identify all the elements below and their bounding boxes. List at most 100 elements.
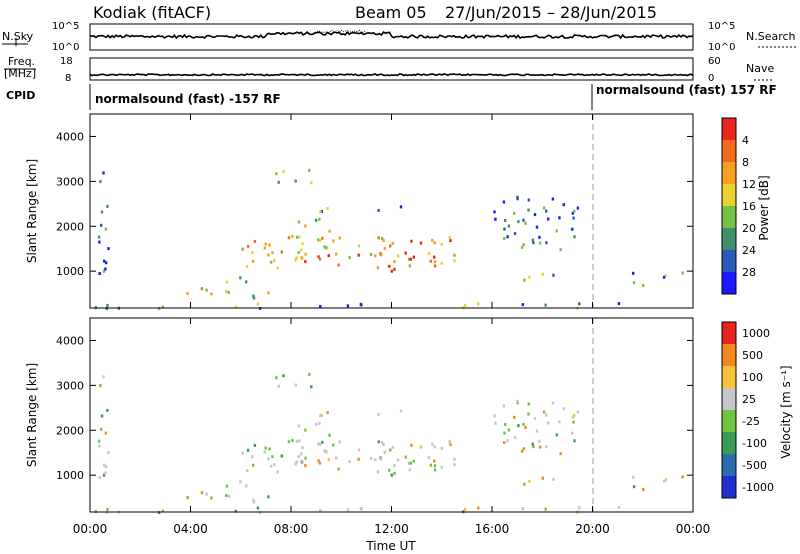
scatter-cell [268, 447, 271, 451]
colorbar-segment [722, 388, 736, 410]
scatter-cell [427, 456, 431, 460]
scatter-cell [98, 272, 101, 275]
scatter-cell [408, 461, 411, 465]
scatter-cell [390, 473, 393, 477]
freq-tick-top: 18 [60, 56, 73, 67]
scatter-cell [419, 445, 423, 449]
scatter-cell [268, 243, 271, 247]
scatter-cell [104, 471, 107, 475]
scatter-cell [98, 240, 101, 244]
scatter-cell [327, 458, 330, 462]
colorbar-segment [722, 140, 736, 162]
scatter-cell [408, 257, 411, 261]
scatter-cell [522, 447, 525, 451]
y-tick-label: 1000 [56, 265, 84, 278]
scatter-cell [535, 429, 539, 433]
colorbar-tick-label: 24 [742, 244, 756, 257]
scatter-cell [326, 411, 329, 414]
scatter-cell [527, 208, 530, 212]
scatter-cell [321, 440, 324, 444]
scatter-cell [275, 172, 278, 176]
colorbar-tick-label: -100 [742, 437, 767, 450]
scatter-cell [314, 218, 318, 222]
scatter-cell [440, 446, 443, 450]
scatter-cell [297, 220, 301, 224]
scatter-cell [433, 445, 436, 449]
scatter-cell [241, 247, 244, 251]
scatter-cell [328, 433, 331, 437]
scatter-cell [433, 260, 437, 264]
colorbar-segment [722, 344, 736, 366]
scatter-cell [573, 235, 576, 239]
velocity-colorbar-label: Velocity [m s⁻¹] [779, 365, 793, 458]
scatter-cell [102, 171, 105, 175]
scatter-cell [440, 261, 443, 265]
scatter-cell [157, 511, 161, 515]
scatter-cell [310, 181, 313, 185]
scatter-cell [571, 227, 574, 231]
scatter-cell [412, 459, 415, 463]
scatter-cell [503, 237, 506, 240]
scatter-cell [523, 482, 526, 486]
scatter-cell [551, 197, 555, 201]
scatter-cell [396, 254, 400, 258]
scatter-cell [433, 464, 437, 468]
scatter-cell [383, 451, 386, 454]
scatter-cell [506, 439, 509, 443]
scatter-cell [453, 463, 456, 467]
scatter-cell [246, 244, 250, 248]
scatter-cell [357, 448, 361, 452]
scatter-cell [523, 278, 526, 282]
scatter-cell [662, 479, 666, 483]
scatter-cell [294, 179, 297, 183]
scatter-cell [562, 203, 565, 207]
scatter-cell [533, 417, 537, 421]
scatter-cell [100, 414, 104, 418]
colorbar-segment [722, 206, 736, 228]
scatter-cell [104, 227, 108, 231]
scatter-cell [412, 255, 415, 259]
scatter-cell [245, 484, 248, 488]
scatter-cell [161, 305, 164, 309]
scatter-cell [297, 424, 301, 428]
noise-trace [89, 31, 694, 40]
scatter-cell [573, 413, 576, 417]
scatter-cell [493, 414, 496, 418]
scatter-cell [276, 470, 279, 474]
scatter-cell [252, 500, 256, 504]
scatter-cell [256, 302, 260, 306]
scatter-cell [275, 376, 278, 380]
scatter-cell [453, 457, 456, 461]
scatter-cell [335, 252, 338, 256]
scatter-cell [520, 449, 524, 453]
scatter-cell [506, 235, 509, 239]
colorbar-tick-label: 16 [742, 200, 756, 213]
scatter-cell [538, 241, 542, 245]
scatter-cell [538, 439, 541, 443]
scatter-cell [542, 410, 546, 414]
scatter-cell [245, 469, 249, 473]
y-tick-label: 3000 [56, 379, 84, 392]
scatter-cell [227, 494, 230, 498]
scatter-cell [225, 290, 228, 293]
scatter-cell [104, 465, 108, 469]
scatter-cell [271, 455, 274, 459]
scatter-cell [504, 423, 507, 426]
scatter-cell [99, 384, 102, 388]
scatter-cell [294, 383, 297, 387]
scatter-cell [301, 446, 304, 450]
scatter-cell [256, 506, 260, 510]
scatter-cell [391, 241, 394, 245]
scatter-cell [210, 496, 213, 500]
scatter-cell [410, 443, 413, 447]
scatter-cell [464, 303, 467, 307]
scatter-cell [97, 235, 101, 239]
scatter-cell [319, 305, 322, 308]
scatter-cell [507, 428, 511, 432]
nave-tick-top: 60 [708, 56, 721, 67]
scatter-cell [377, 236, 380, 240]
scatter-cell [449, 239, 452, 243]
scatter-cell [517, 424, 520, 428]
scatter-cell [382, 443, 385, 446]
